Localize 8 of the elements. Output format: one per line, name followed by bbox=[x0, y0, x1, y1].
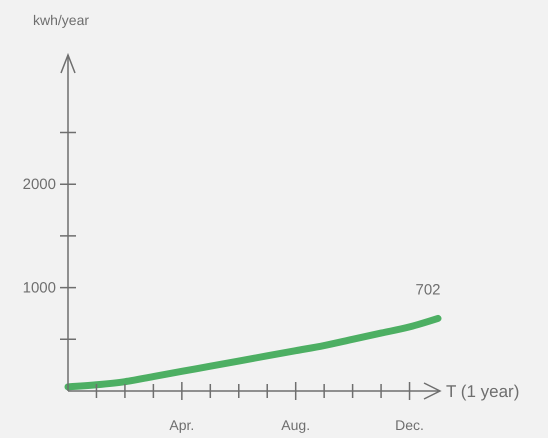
y-axis-title: kwh/year bbox=[33, 12, 90, 28]
x-tick-label: Apr. bbox=[169, 417, 194, 433]
x-axis-title: T (1 year) bbox=[446, 382, 520, 401]
x-tick-label: Aug. bbox=[281, 417, 310, 433]
y-tick-label: 1000 bbox=[22, 280, 56, 297]
y-tick-label: 2000 bbox=[22, 176, 56, 194]
x-tick-label: Dec. bbox=[395, 417, 424, 433]
text: 702 bbox=[415, 281, 441, 298]
